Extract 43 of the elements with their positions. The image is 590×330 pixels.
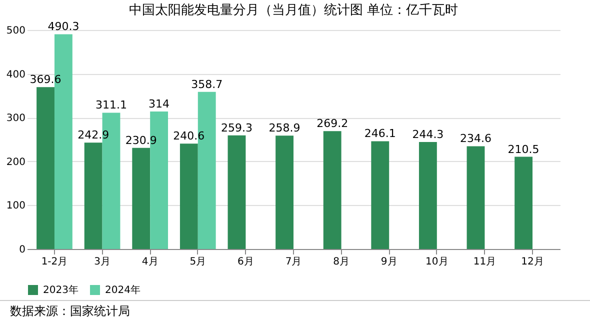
- data-label: 246.1: [364, 127, 396, 140]
- y-tick-label: 400: [6, 69, 26, 80]
- bar: [323, 131, 342, 249]
- bar: [228, 135, 246, 249]
- bar: [36, 87, 54, 249]
- data-label: 269.2: [316, 117, 348, 130]
- x-tick-label: 4月: [142, 256, 158, 268]
- y-tick-label: 500: [6, 26, 26, 36]
- data-label: 311.1: [96, 98, 127, 112]
- y-tick-label: 200: [6, 156, 26, 168]
- data-label: 210.5: [508, 142, 540, 156]
- bar: [180, 144, 198, 249]
- x-tick-label: 12月: [521, 256, 544, 268]
- data-label: 490.3: [48, 20, 80, 34]
- source-note: 数据来源：国家统计局: [0, 300, 590, 322]
- legend-label: 2023年: [43, 284, 78, 296]
- data-label: 358.7: [191, 78, 223, 91]
- data-label: 259.3: [220, 121, 252, 134]
- y-tick-label: 300: [6, 113, 26, 124]
- bar: [418, 142, 437, 249]
- bar: [514, 156, 533, 249]
- bar: [132, 148, 150, 249]
- data-label: 234.6: [460, 132, 492, 146]
- bar: [84, 142, 102, 249]
- y-tick-label: 100: [6, 200, 26, 212]
- x-tick-label: 7月: [285, 256, 302, 268]
- x-tick-label: 5月: [190, 256, 206, 268]
- data-label: 244.3: [412, 128, 444, 141]
- data-label: 314: [148, 97, 170, 110]
- x-tick-label: 6月: [238, 256, 254, 268]
- bar: [466, 146, 485, 249]
- data-label: 258.9: [268, 122, 300, 135]
- x-tick-label: 1-2月: [41, 256, 68, 268]
- bar: [371, 141, 390, 249]
- x-tick-label: 10月: [426, 256, 448, 268]
- y-tick-label: 0: [19, 244, 26, 256]
- legend-label: 2024年: [105, 284, 140, 296]
- chart-title: 中国太阳能发电量分月（当月值）统计图 单位：亿千瓦时: [128, 3, 458, 18]
- x-tick-label: 3月: [94, 256, 110, 268]
- x-tick-label: 8月: [333, 256, 350, 268]
- bar: [276, 136, 294, 249]
- x-tick-label: 9月: [380, 256, 398, 268]
- x-tick-label: 11月: [473, 256, 496, 268]
